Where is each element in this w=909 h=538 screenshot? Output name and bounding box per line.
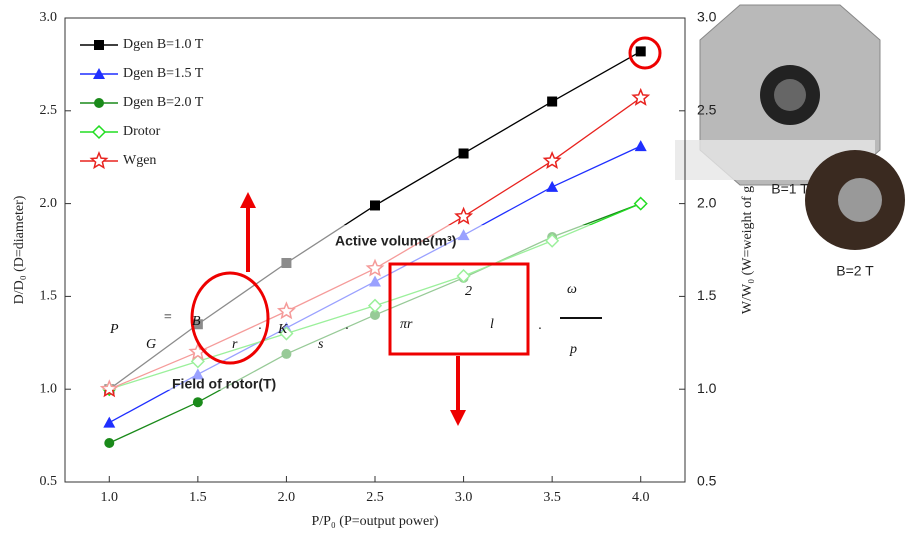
highlight-box [388,262,530,356]
generator-photos [675,4,905,250]
formula-backdrop [90,225,650,390]
marker [370,200,380,211]
marker [634,140,647,152]
formula-part: s [318,337,324,352]
y-tick-label: 3.0 [40,10,58,25]
marker [94,40,104,50]
marker [94,98,104,108]
y2-tick-label: 0.5 [697,473,717,489]
photo-label: B=2 T [836,263,874,279]
x-tick-label: 2.0 [278,490,296,505]
marker [458,148,469,159]
marker [103,416,116,428]
y2-tick-label: 1.5 [697,287,717,303]
marker [633,196,648,211]
formula-part: · [538,322,542,337]
legend-box [72,26,202,176]
formula-part: B [192,314,201,329]
marker [635,46,646,57]
legend-label: Wgen [123,153,156,168]
marker [631,87,651,106]
legend-label: Dgen B=2.0 T [123,95,204,110]
annotation: Field of rotor(T) [172,376,276,392]
marker [192,397,203,408]
formula-part: 2 [465,284,472,299]
y-tick-label: 1.5 [40,289,58,304]
y2-tick-label: 2.0 [697,194,717,210]
formula-part: r [232,337,238,352]
generator-shaft [774,79,806,111]
marker [546,180,559,192]
formula-part: ω [567,282,577,297]
annotation: Active volume(m³) [335,233,456,249]
legend-label: Dgen B=1.5 T [123,66,204,81]
legend-label: Drotor [123,124,161,139]
highlight-ellipse [190,271,270,365]
x-tick-label: 3.5 [543,490,561,505]
y2-tick-label: 3.0 [697,9,717,25]
formula-part: · [345,322,349,337]
generator-rotor [838,178,882,222]
formula-part: l [490,317,494,332]
y-tick-label: 2.5 [40,103,58,118]
legend-label: Dgen B=1.0 T [123,37,204,52]
y2-tick-label: 2.5 [697,102,717,118]
marker [454,206,474,225]
formula-part: p [569,342,577,357]
y-tick-label: 0.5 [40,474,58,489]
x-tick-label: 1.0 [101,490,119,505]
x-tick-label: 3.0 [455,490,473,505]
y2-tick-label: 1.0 [697,380,717,396]
formula-part: = [163,310,172,325]
y2-axis-label: W/W₀ (W=weight of g [740,186,755,314]
marker [91,124,107,140]
highlight-circle [628,36,662,70]
formula-part: πr [400,317,413,332]
y-tick-label: 2.0 [40,196,58,211]
x-tick-label: 4.0 [632,490,650,505]
formula-part: P [109,322,119,337]
marker [93,68,105,79]
formula-part: K [277,322,288,337]
marker [547,96,558,107]
x-tick-label: 1.5 [189,490,207,505]
photo-label: B=1 T [771,181,809,197]
formula-part: G [146,337,156,352]
x-tick-label: 2.5 [366,490,384,505]
marker [89,151,109,170]
y-tick-label: 1.0 [40,381,58,396]
formula-part: · [258,322,262,337]
marker [104,438,115,449]
marker [542,150,562,169]
y-axis-label: D/D₀ (D=diameter) [12,195,27,304]
legend: Dgen B=1.0 T Dgen B=1.5 T Dgen B=2.0 T Drot… [72,26,204,176]
x-axis-label: P/P₀ (P=output power) [311,514,438,529]
